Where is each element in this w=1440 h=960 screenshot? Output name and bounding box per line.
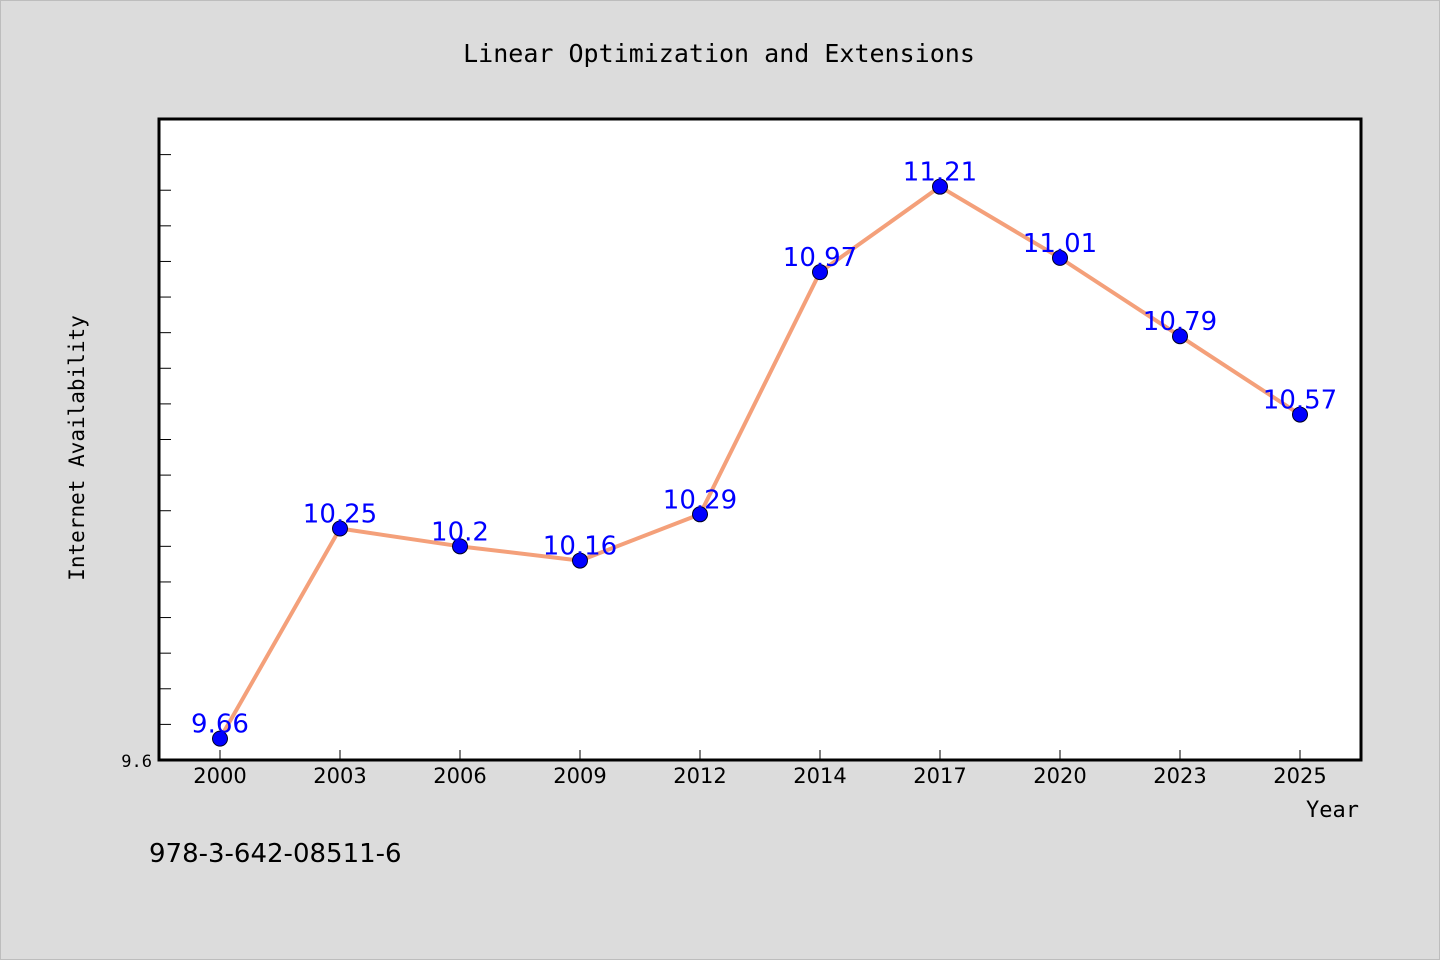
y-axis-label: Internet Availability [65,315,89,581]
x-tick-label: 2009 [553,764,606,788]
data-point [1172,328,1188,345]
data-point [452,538,468,555]
data-label: 10.25 [303,500,377,530]
data-label: 10.2 [431,517,489,547]
x-tick-label: 2006 [433,764,486,788]
chart-title: Linear Optimization and Extensions [463,39,975,68]
data-label: 10.97 [783,243,857,273]
x-tick-label: 2017 [913,764,966,788]
x-tick-label: 2000 [193,764,246,788]
x-tick-label: 2003 [313,764,366,788]
data-point [1052,249,1068,266]
x-axis: 2000 2003 2006 2009 2012 2014 2017 2020 2023 2025 [193,750,1327,788]
data-labels: 9.66 10.25 10.2 10.16 10.29 10.97 11.21 11.01 10… [191,158,1337,740]
data-label: 11.21 [903,158,977,188]
x-tick-label: 2012 [673,764,726,788]
data-label: 10.57 [1263,386,1337,416]
data-label: 10.16 [543,532,617,562]
x-tick-label: 2023 [1153,764,1206,788]
data-label: 10.79 [1143,307,1217,337]
data-label: 9.66 [191,710,249,740]
series-line [218,184,1302,741]
data-point [932,178,948,195]
data-point [212,730,228,747]
x-tick-label: 2020 [1033,764,1086,788]
footer-isbn: 978-3-642-08511-6 [149,839,402,869]
data-point [1292,406,1308,423]
data-point [692,506,708,523]
data-label: 11.01 [1023,229,1097,259]
data-point [332,520,348,537]
data-point [812,264,828,281]
x-tick-label: 2014 [793,764,846,788]
plot-area [157,117,1363,762]
x-tick-label: 2025 [1273,764,1326,788]
y-tick-label: 9.6 [121,752,152,772]
x-axis-label: Year [1306,798,1359,823]
data-point [572,552,588,569]
series-markers [212,178,1308,747]
y-axis-ticks [159,154,171,761]
data-label: 10.29 [663,485,737,515]
